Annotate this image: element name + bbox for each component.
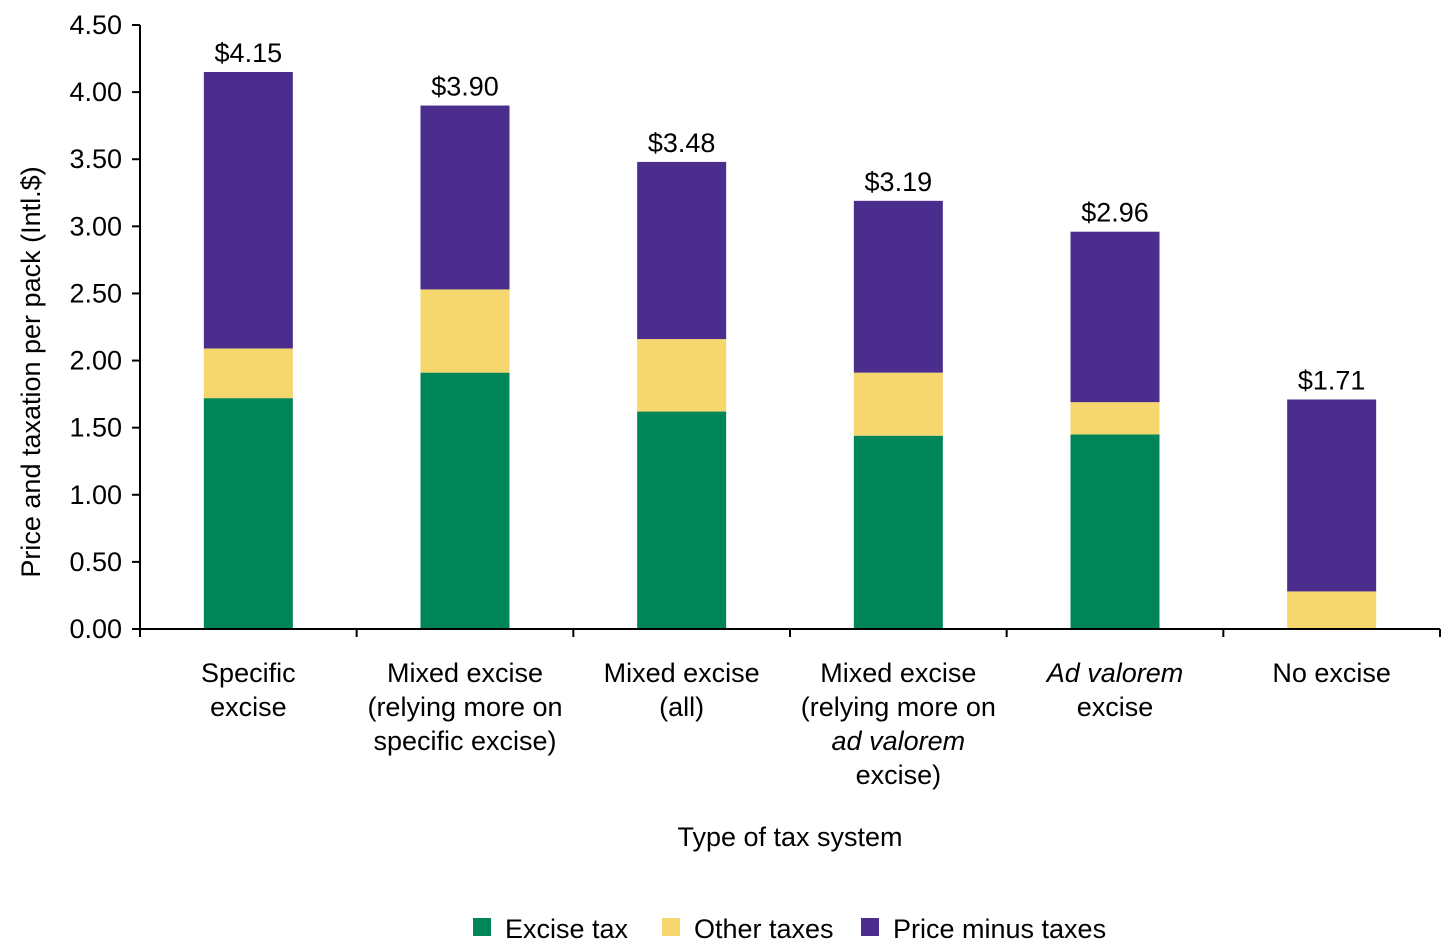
x-category-label: No excise (1272, 658, 1391, 688)
category-labels-group: Specific excise Mixed excise (relying more … (201, 658, 1391, 790)
bar-segment-price-minus-taxes (637, 161, 727, 340)
bar-segment-other-taxes (1287, 591, 1377, 629)
bar-segment-other-taxes (420, 289, 510, 373)
bar-segment-price-minus-taxes (853, 200, 943, 373)
y-tick-label: 1.00 (69, 480, 122, 510)
x-category-label-part: No excise (1272, 658, 1391, 688)
y-axis-title: Price and taxation per pack (Intl.$) (16, 166, 46, 577)
x-category-label-part: Mixed excise (387, 658, 543, 688)
x-category-label-part: ad valorem (832, 726, 966, 756)
x-category-label: Ad valorem (1045, 658, 1184, 688)
x-category-label-part: excise) (856, 760, 942, 790)
bar-segment-price-minus-taxes (203, 71, 293, 349)
y-tick-label: 4.50 (69, 10, 122, 40)
y-tick-label: 4.00 (69, 77, 122, 107)
total-labels-group: $4.15 $3.90 $3.48 $3.19 $2.96 $1.71 (215, 38, 1366, 396)
bar-total-label: $3.90 (431, 72, 499, 102)
bar-total-label: $2.96 (1081, 198, 1149, 228)
y-tick-label: 2.50 (69, 278, 122, 308)
axes-group (139, 25, 1440, 630)
bar-segment-excise-tax (637, 411, 727, 629)
x-category-label: specific excise) (373, 726, 556, 756)
y-tick-label: 0.00 (69, 614, 122, 644)
x-category-label: Mixed excise (387, 658, 543, 688)
bar-segment-other-taxes (1070, 402, 1160, 435)
x-category-label-part: Ad valorem (1045, 658, 1184, 688)
bar-total-label: $4.15 (215, 38, 283, 68)
y-tick-label: 1.50 (69, 413, 122, 443)
legend-swatch (861, 918, 879, 936)
x-category-label-part: Mixed excise (604, 658, 760, 688)
x-category-label: Specific (201, 658, 296, 688)
x-category-label: excise (1077, 692, 1154, 722)
legend-label: Excise tax (505, 914, 629, 943)
bar-total-label: $3.19 (865, 167, 933, 197)
x-category-label: (relying more on (801, 692, 996, 722)
x-category-label: excise (210, 692, 287, 722)
x-category-label: (all) (659, 692, 704, 722)
bar-segment-price-minus-taxes (1287, 399, 1377, 592)
legend: Excise tax Other taxes Price minus taxes (473, 914, 1106, 943)
x-ticks-group (139, 629, 1441, 637)
x-category-label: Mixed excise (604, 658, 760, 688)
y-tick-label: 0.50 (69, 547, 122, 577)
y-tick-label: 3.50 (69, 144, 122, 174)
x-category-label-part: specific excise) (373, 726, 556, 756)
legend-label: Price minus taxes (893, 914, 1106, 943)
bar-segment-other-taxes (637, 339, 727, 412)
x-category-label-part: Mixed excise (820, 658, 976, 688)
bar-segment-excise-tax (203, 398, 293, 629)
x-category-label-part: (relying more on (801, 692, 996, 722)
legend-swatch (473, 918, 491, 936)
x-category-label-part: excise (1077, 692, 1154, 722)
x-category-label: (relying more on (367, 692, 562, 722)
y-tick-label: 3.00 (69, 211, 122, 241)
x-category-label-part: Specific (201, 658, 296, 688)
bar-segment-excise-tax (1070, 434, 1160, 629)
y-ticks-group: 0.00 0.50 1.00 1.50 2.00 2.50 3.00 3.50 4.00 4.50 (69, 10, 140, 644)
legend-label: Other taxes (694, 914, 834, 943)
legend-swatch (662, 918, 680, 936)
bar-segment-price-minus-taxes (420, 105, 510, 290)
y-tick-label: 2.00 (69, 346, 122, 376)
x-axis-title: Type of tax system (677, 822, 902, 852)
bar-segment-other-taxes (203, 348, 293, 399)
bars-group (203, 71, 1377, 629)
bar-total-label: $1.71 (1298, 365, 1366, 395)
x-category-label: ad valorem (832, 726, 966, 756)
x-category-label-part: (all) (659, 692, 704, 722)
bar-segment-price-minus-taxes (1070, 231, 1160, 403)
x-category-label: excise) (856, 760, 942, 790)
x-category-label-part: excise (210, 692, 287, 722)
bar-segment-other-taxes (853, 372, 943, 436)
bar-segment-excise-tax (853, 435, 943, 629)
bar-total-label: $3.48 (648, 128, 716, 158)
bar-segment-excise-tax (420, 372, 510, 629)
x-category-label: Mixed excise (820, 658, 976, 688)
x-category-label-part: (relying more on (367, 692, 562, 722)
